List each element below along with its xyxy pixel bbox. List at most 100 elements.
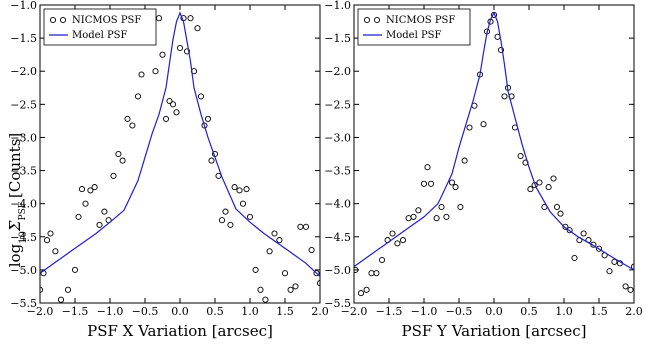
- nicmos-point: [611, 258, 618, 265]
- plot-frame: [353, 4, 635, 304]
- nicmos-point: [354, 266, 359, 273]
- legend-box: [43, 8, 157, 46]
- nicmos-point: [595, 245, 603, 252]
- nicmos-point: [91, 184, 98, 191]
- x-tick-label: 0.5: [520, 305, 538, 318]
- x-tick-label: 1.0: [555, 305, 573, 318]
- nicmos-point: [173, 109, 180, 116]
- nicmos-point: [368, 270, 375, 277]
- nicmos-point: [246, 213, 254, 220]
- nicmos-point: [424, 164, 431, 171]
- nicmos-point: [466, 124, 473, 131]
- x-axis-label: PSF X Variation [arcsec]: [87, 322, 273, 340]
- nicmos-point: [313, 270, 320, 277]
- y-label-sigma: Σ: [6, 220, 24, 232]
- nicmos-point: [115, 150, 122, 158]
- nicmos-point: [155, 15, 163, 22]
- nicmos-point: [271, 230, 278, 237]
- chart-panel-x: −2.0 −1.5 −1.0 −0.5 0.0 0.5 1.0 1.5 2.0−1.0−1.5−…: [10, 0, 328, 340]
- y-tick-label: −4.0: [10, 198, 37, 211]
- nicmos-point: [152, 68, 159, 75]
- plot-area: [354, 11, 634, 297]
- nicmos-point: [64, 286, 72, 293]
- nicmos-point: [405, 215, 412, 222]
- nicmos-point: [166, 97, 173, 105]
- nicmos-point: [71, 266, 79, 273]
- y-tick-label: −3.0: [324, 131, 351, 144]
- plot-area: [40, 11, 320, 303]
- nicmos-point: [480, 121, 487, 128]
- nicmos-point: [562, 223, 569, 230]
- y-tick-label: −4.5: [10, 231, 37, 244]
- nicmos-point: [389, 230, 396, 237]
- nicmos-point: [627, 286, 634, 293]
- nicmos-point: [222, 208, 229, 215]
- x-tick-label: −0.5: [446, 305, 473, 318]
- y-tick-label: −1.0: [10, 0, 37, 12]
- nicmos-point: [227, 221, 234, 228]
- nicmos-point: [78, 186, 86, 193]
- y-axis-label: log10ΣPSF [Counts]: [6, 133, 29, 268]
- nicmos-point: [394, 240, 401, 247]
- nicmos-point: [169, 101, 177, 108]
- nicmos-point: [630, 263, 634, 270]
- nicmos-point: [47, 230, 54, 237]
- nicmos-point: [308, 246, 315, 254]
- nicmos-point: [427, 180, 435, 187]
- chart-panel-y: −2.0 −1.5 −1.0 −0.5 0.0 0.5 1.0 1.5 2.0−1.0−1.5−…: [324, 0, 642, 340]
- model-psf-line: [40, 11, 320, 277]
- x-tick-label: 0.0: [171, 305, 189, 318]
- x-tick-label: −1.5: [62, 305, 89, 318]
- x-tick-label: −1.0: [411, 305, 438, 318]
- y-tick-label: −5.0: [10, 264, 37, 277]
- nicmos-point: [497, 46, 505, 54]
- nicmos-point: [236, 187, 243, 194]
- model-psf-line: [354, 11, 634, 271]
- nicmos-point: [201, 122, 208, 129]
- y-tick-label: −3.0: [10, 131, 37, 144]
- nicmos-point: [40, 286, 44, 293]
- nicmos-point: [266, 248, 273, 255]
- nicmos-point: [399, 237, 407, 244]
- y-label-log: log: [6, 243, 24, 267]
- nicmos-point: [162, 115, 170, 122]
- nicmos-point: [208, 157, 215, 164]
- nicmos-point: [129, 122, 136, 129]
- x-tick-label: −0.5: [132, 305, 159, 318]
- nicmos-point: [415, 207, 422, 214]
- nicmos-point: [176, 44, 184, 52]
- y-tick-label: −2.5: [10, 98, 37, 111]
- y-tick-label: −2.0: [10, 65, 37, 78]
- x-tick-label: −1.5: [376, 305, 403, 318]
- nicmos-point: [292, 283, 299, 290]
- y-tick-label: −3.5: [324, 165, 351, 178]
- nicmos-point: [96, 221, 103, 228]
- nicmos-point: [302, 223, 310, 230]
- nicmos-point: [159, 51, 166, 58]
- y-label-sub: 10: [18, 231, 29, 244]
- nicmos-point: [448, 179, 456, 186]
- nicmos-point: [452, 184, 459, 191]
- nicmos-point: [276, 237, 283, 244]
- nicmos-point: [197, 93, 205, 100]
- nicmos-point: [262, 296, 269, 303]
- nicmos-point: [204, 115, 212, 122]
- y-tick-label: −4.0: [324, 198, 351, 211]
- legend-marker-circle: [59, 16, 67, 24]
- x-tick-label: 1.5: [276, 305, 294, 318]
- nicmos-point: [87, 187, 94, 194]
- nicmos-point: [110, 172, 117, 179]
- nicmos-point: [101, 208, 108, 215]
- nicmos-point: [75, 213, 82, 220]
- nicmos-point: [194, 25, 201, 32]
- nicmos-point: [461, 157, 468, 164]
- nicmos-point: [231, 184, 238, 191]
- nicmos-point: [357, 290, 365, 297]
- nicmos-point: [443, 213, 450, 220]
- plot-frame: [39, 4, 321, 304]
- legend-marker-circle: [363, 16, 371, 24]
- nicmos-point: [457, 203, 464, 211]
- legend-marker-circle: [49, 16, 57, 24]
- nicmos-point: [517, 152, 524, 160]
